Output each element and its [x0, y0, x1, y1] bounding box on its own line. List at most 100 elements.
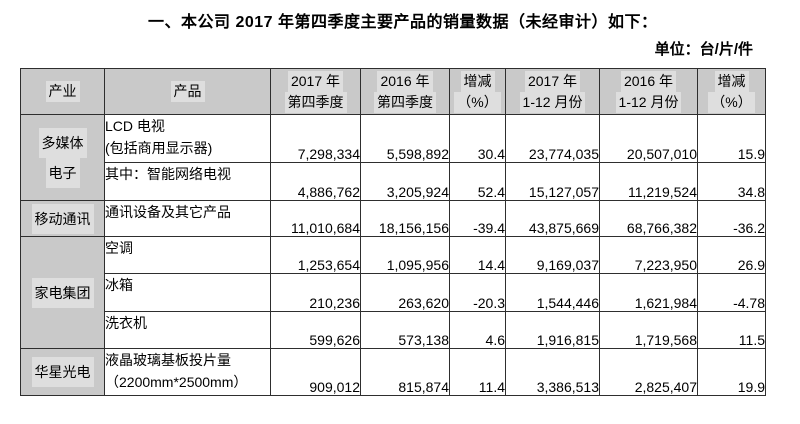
cell-fy-2016: 2,825,407	[599, 348, 698, 396]
cell-fy-2016: 1,719,568	[599, 311, 698, 349]
cell-fy-change: 11.5	[697, 311, 766, 349]
cell-fy-change: 19.9	[697, 348, 766, 396]
cell-fy-2016: 7,223,950	[599, 236, 698, 274]
table-row: 华星光电 液晶玻璃基板投片量 （2200mm*2500mm） 909,012 8…	[20, 348, 766, 396]
cell-industry: 家电集团	[20, 236, 105, 349]
cell-fy-2016: 11,219,524	[599, 162, 698, 201]
cell-q4-2017: 4,886,762	[270, 162, 361, 201]
cell-product: 冰箱	[104, 273, 271, 312]
product-text: 空调	[105, 240, 134, 256]
industry-text: 电子	[45, 157, 80, 188]
header-text: （%）	[454, 91, 501, 113]
product-text: 通讯设备及其它产品	[105, 204, 232, 220]
cell-fy-change: 26.9	[697, 236, 766, 274]
cell-industry: 多媒体 电子	[20, 114, 105, 201]
cell-product: LCD 电视 (包括商用显示器)	[104, 114, 271, 163]
cell-product: 液晶玻璃基板投片量 （2200mm*2500mm）	[104, 348, 271, 396]
cell-fy-2017: 23,774,035	[505, 114, 600, 163]
header-text: 产业	[45, 81, 80, 102]
header-text: 2016 年	[620, 70, 677, 92]
product-text: （2200mm*2500mm）	[105, 374, 248, 390]
product-text: 其中：智能网络电视	[105, 166, 232, 182]
header-text: 1-12 月份	[519, 91, 586, 113]
cell-product: 通讯设备及其它产品	[104, 200, 271, 237]
cell-q4-change: -39.4	[449, 200, 506, 237]
product-text: LCD 电视	[105, 118, 165, 134]
industry-text: 华星光电	[31, 357, 94, 387]
header-text: 第四季度	[374, 91, 436, 113]
cell-fy-change: -36.2	[697, 200, 766, 237]
header-text: 1-12 月份	[615, 91, 682, 113]
table-row: 移动通讯 通讯设备及其它产品 11,010,684 18,156,156 -39…	[20, 200, 766, 237]
table-row: 洗衣机 599,626 573,138 4.6 1,916,815 1,719,…	[21, 311, 766, 349]
cell-q4-2016: 5,598,892	[360, 114, 450, 163]
cell-q4-change: 30.4	[449, 114, 506, 163]
cell-fy-2017: 3,386,513	[505, 348, 600, 396]
cell-q4-2017: 1,253,654	[270, 236, 361, 274]
cell-q4-2017: 11,010,684	[270, 200, 361, 237]
col-header-product: 产品	[104, 68, 271, 115]
cell-q4-2017: 599,626	[270, 311, 361, 349]
cell-q4-change: 52.4	[449, 162, 506, 201]
col-header-q4-2017: 2017 年 第四季度	[270, 68, 361, 115]
industry-text: 多媒体	[38, 127, 87, 158]
col-header-industry: 产业	[20, 68, 105, 115]
col-header-q4-change: 增减 （%）	[449, 68, 506, 115]
table-row: 多媒体 电子 LCD 电视 (包括商用显示器) 7,298,334 5,598,…	[20, 114, 766, 201]
cell-product: 洗衣机	[104, 311, 271, 349]
cell-product: 其中：智能网络电视	[104, 162, 271, 201]
header-text: 2016 年	[377, 70, 433, 92]
unit-label: 单位：台/片/件	[654, 41, 753, 58]
cell-q4-2017: 7,298,334	[270, 114, 361, 163]
cell-q4-2016: 815,874	[360, 348, 450, 396]
header-text: 2017 年	[287, 70, 344, 92]
cell-fy-2016: 68,766,382	[599, 200, 698, 237]
cell-fy-change: 34.8	[697, 162, 766, 201]
sales-table: 产业 产品 2017 年 第四季度 2016 年 第四季度 增减 （%） 201…	[20, 68, 766, 396]
header-row: 产业 产品 2017 年 第四季度 2016 年 第四季度 增减 （%） 201…	[20, 68, 766, 115]
header-text: 产品	[170, 81, 205, 102]
cell-q4-2016: 263,620	[360, 273, 450, 312]
cell-product: 空调	[104, 236, 271, 274]
cell-fy-2017: 15,127,057	[505, 162, 600, 201]
col-header-fy-2017: 2017 年 1-12 月份	[505, 68, 600, 115]
cell-q4-change: 11.4	[449, 348, 506, 396]
cell-q4-change: 14.4	[449, 236, 506, 274]
cell-q4-2016: 573,138	[360, 311, 450, 349]
cell-fy-2017: 1,916,815	[505, 311, 600, 349]
cell-fy-2016: 1,621,984	[599, 273, 698, 312]
cell-industry: 华星光电	[20, 348, 105, 396]
cell-fy-2016: 20,507,010	[599, 114, 698, 163]
cell-fy-change: 15.9	[697, 114, 766, 163]
cell-q4-2016: 18,156,156	[360, 200, 450, 237]
table-row: 冰箱 210,236 263,620 -20.3 1,544,446 1,621…	[21, 273, 766, 312]
cell-q4-2016: 1,095,956	[360, 236, 450, 274]
industry-text: 移动通讯	[31, 203, 94, 234]
col-header-q4-2016: 2016 年 第四季度	[360, 68, 450, 115]
product-text: 液晶玻璃基板投片量	[105, 352, 232, 368]
page-title: 一、本公司 2017 年第四季度主要产品的销量数据（未经审计）如下：	[148, 14, 658, 31]
cell-q4-2016: 3,205,924	[360, 162, 450, 201]
header-text: 增减	[714, 70, 749, 92]
cell-fy-2017: 43,875,669	[505, 200, 600, 237]
header-text: （%）	[708, 91, 755, 113]
cell-fy-2017: 1,544,446	[505, 273, 600, 312]
table-row: 其中：智能网络电视 4,886,762 3,205,924 52.4 15,12…	[21, 162, 766, 201]
cell-industry: 移动通讯	[20, 200, 105, 237]
product-text: 冰箱	[105, 277, 134, 293]
cell-q4-2017: 210,236	[270, 273, 361, 312]
header-text: 2017 年	[524, 70, 581, 92]
header-text: 第四季度	[284, 91, 347, 113]
col-header-fy-2016: 2016 年 1-12 月份	[599, 68, 698, 115]
cell-q4-change: 4.6	[449, 311, 506, 349]
product-text: (包括商用显示器)	[105, 140, 213, 156]
cell-q4-change: -20.3	[449, 273, 506, 312]
cell-q4-2017: 909,012	[270, 348, 361, 396]
col-header-fy-change: 增减 （%）	[697, 68, 766, 115]
industry-text: 家电集团	[31, 277, 94, 308]
cell-fy-2017: 9,169,037	[505, 236, 600, 274]
table-row: 家电集团 空调 1,253,654 1,095,956 14.4 9,169,0…	[20, 236, 766, 349]
product-text: 洗衣机	[105, 315, 148, 331]
cell-fy-change: -4.78	[697, 273, 766, 312]
header-text: 增减	[460, 70, 495, 92]
